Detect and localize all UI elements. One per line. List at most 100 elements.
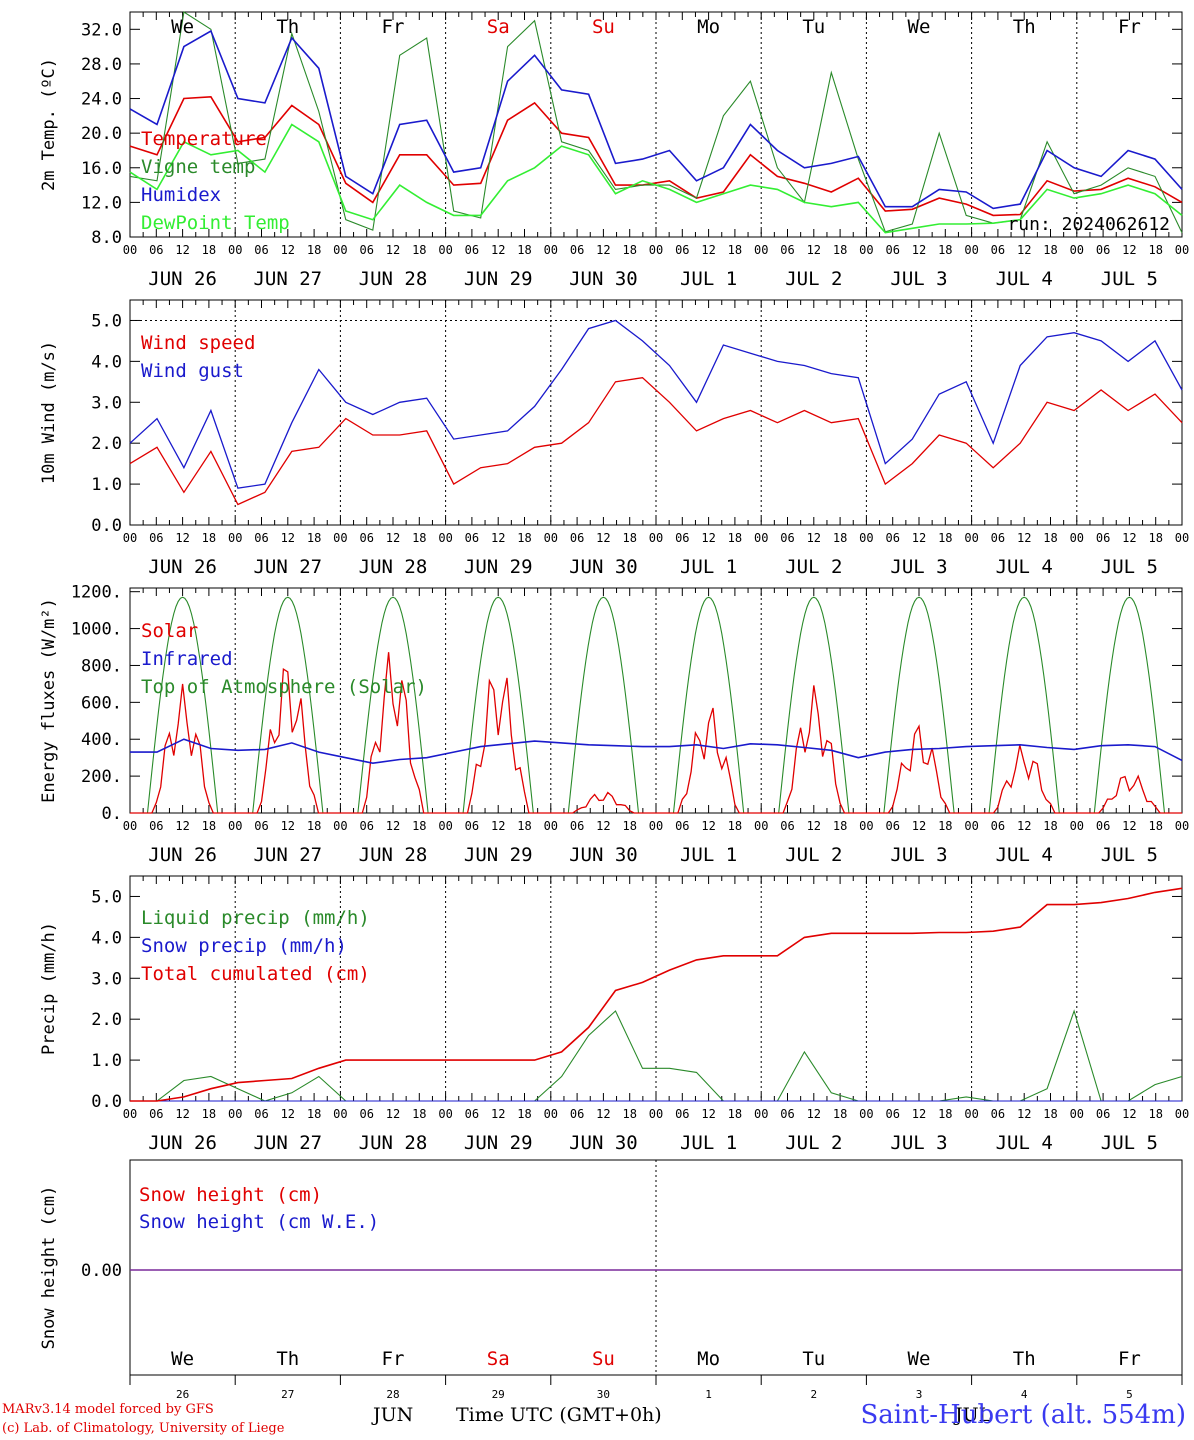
hour-tick-label: 18 [622,1107,636,1121]
hour-tick-label: 12 [701,531,715,545]
day-label: JUL 4 [996,1132,1053,1154]
y-tick-label: 3.0 [91,393,122,413]
y-tick-label: 24.0 [81,90,122,110]
weekday-label: We [171,16,194,38]
hour-tick-label: 00 [333,243,347,257]
hour-tick-label: 06 [1096,1107,1110,1121]
hour-tick-label: 18 [412,819,426,833]
hour-tick-label: 12 [386,819,400,833]
hour-tick-label: 06 [991,819,1005,833]
weekday-label: Th [276,1348,299,1370]
legend-entry: Snow height (cm) [139,1184,322,1206]
hour-tick-label: 06 [570,819,584,833]
series-line [130,738,1183,765]
hour-tick-label: 06 [149,1107,163,1121]
hour-tick-label: 12 [281,243,295,257]
hour-tick-label: 18 [412,243,426,257]
y-tick-label: 32.0 [81,20,122,40]
hour-tick-label: 12 [386,531,400,545]
hour-tick-label: 12 [912,1107,926,1121]
hour-tick-label: 06 [991,531,1005,545]
legend-entry: Temperature [141,128,267,150]
series-line [129,95,1183,217]
day-label: JUL 1 [680,1132,737,1154]
day-label: JUL 5 [1101,556,1158,578]
hour-tick-label: 06 [465,819,479,833]
hour-tick-label: 18 [622,531,636,545]
lab-credit: (c) Lab. of Climatology, University of L… [2,1421,285,1436]
hour-tick-label: 00 [544,819,558,833]
hour-tick-label: 00 [859,531,873,545]
x-axis-label: Time UTC (GMT+0h) [456,1404,662,1426]
day-number-label: 3 [916,1388,923,1401]
hour-tick-label: 12 [912,819,926,833]
hour-tick-label: 06 [675,243,689,257]
day-label: JUN 26 [148,556,217,578]
hour-tick-label: 06 [780,1107,794,1121]
hour-tick-label: 18 [202,819,216,833]
day-label: JUN 30 [569,1132,638,1154]
day-label: JUL 3 [890,268,947,290]
series-line [129,319,1183,489]
weekday-label: Fr [1118,16,1141,38]
hour-tick-label: 06 [254,243,268,257]
hour-tick-label: 18 [1148,243,1162,257]
hour-tick-label: 12 [596,243,610,257]
day-label: JUL 2 [785,556,842,578]
day-number-label: 26 [176,1388,189,1401]
day-label: JUN 30 [569,844,638,866]
day-label: JUN 27 [253,1132,322,1154]
y-tick-label: 200. [81,767,122,787]
hour-tick-label: 18 [412,531,426,545]
weekday-label: Th [276,16,299,38]
hour-tick-label: 00 [333,531,347,545]
hour-tick-label: 00 [964,819,978,833]
y-tick-label: 3.0 [91,969,122,989]
legend-entry: Liquid precip (mm/h) [141,907,370,929]
hour-tick-label: 18 [622,243,636,257]
hour-tick-label: 18 [1148,1107,1162,1121]
hour-tick-label: 06 [149,531,163,545]
hour-tick-label: 12 [491,1107,505,1121]
hour-tick-label: 00 [438,531,452,545]
hour-tick-label: 18 [1043,1107,1057,1121]
hour-tick-label: 06 [465,1107,479,1121]
hour-tick-label: 06 [675,819,689,833]
hour-tick-label: 18 [938,243,952,257]
hour-tick-label: 00 [333,1107,347,1121]
hour-tick-label: 12 [807,819,821,833]
y-axis-label: 2m Temp. (ºC) [39,58,59,191]
day-label: JUL 3 [890,844,947,866]
legend-entry: Wind gust [141,360,244,382]
hour-tick-label: 18 [1043,819,1057,833]
weekday-label: Mo [697,1348,720,1370]
day-label: JUN 26 [148,268,217,290]
day-number-label: 5 [1126,1388,1133,1401]
hour-tick-label: 00 [859,243,873,257]
day-number-label: 27 [281,1388,294,1401]
weekday-label: Fr [1118,1348,1141,1370]
hour-tick-label: 12 [912,243,926,257]
run-annotation: run: 2024062612 [1007,214,1170,235]
hour-tick-label: 12 [1122,1107,1136,1121]
legend-entry: Snow precip (mm/h) [141,935,347,957]
hour-tick-label: 12 [1122,819,1136,833]
day-label: JUL 2 [785,268,842,290]
day-label: JUN 29 [464,1132,533,1154]
month-label-jun: JUN [373,1404,414,1426]
weekday-label: We [908,16,931,38]
hour-tick-label: 06 [359,819,373,833]
day-number-label: 2 [810,1388,817,1401]
hour-tick-label: 12 [175,531,189,545]
hour-tick-label: 18 [202,1107,216,1121]
hour-tick-label: 12 [596,819,610,833]
y-tick-label: 5.0 [91,311,122,331]
hour-tick-label: 06 [780,531,794,545]
legend-entry: Infrared [141,648,233,670]
hour-tick-label: 12 [175,243,189,257]
day-label: JUN 30 [569,556,638,578]
hour-tick-label: 18 [728,1107,742,1121]
day-label: JUL 5 [1101,268,1158,290]
day-label: JUN 27 [253,844,322,866]
hour-tick-label: 06 [254,819,268,833]
